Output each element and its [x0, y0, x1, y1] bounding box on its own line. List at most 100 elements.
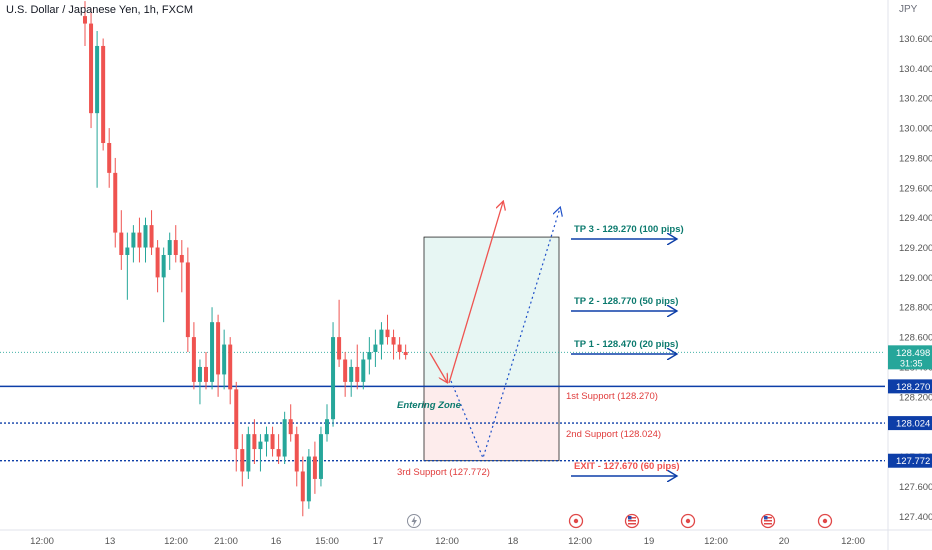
countdown-value: 31:35	[900, 358, 923, 368]
price-tick-label: 127.600	[899, 482, 932, 493]
candle	[95, 31, 100, 188]
candle	[385, 314, 390, 345]
price-tick-label: 130.400	[899, 64, 932, 75]
price-tick-label: 128.800	[899, 303, 932, 314]
candle-body	[397, 344, 402, 353]
candle-body	[312, 456, 317, 479]
time-tick-label: 12:00	[704, 536, 728, 547]
entry-arrow	[429, 352, 447, 382]
bullish-path-arrow	[448, 202, 503, 384]
level-tag-text: 128.270	[896, 382, 930, 393]
time-tick-label: 21:00	[214, 536, 238, 547]
candle	[137, 217, 142, 263]
candle	[246, 426, 251, 479]
candle	[167, 232, 172, 270]
current-price-tag-bg	[888, 345, 932, 370]
candle-body	[258, 441, 263, 450]
candle-body	[204, 366, 208, 382]
candle-body	[252, 434, 257, 450]
flag-canton	[628, 516, 632, 520]
candle	[379, 322, 384, 360]
candle-body	[361, 359, 366, 382]
candle	[216, 314, 221, 397]
flag-stripe	[628, 520, 636, 522]
flag-stripe	[628, 523, 636, 525]
price-tick-label: 129.400	[899, 213, 932, 224]
candle	[312, 441, 317, 494]
candle-body	[119, 232, 124, 255]
flag-stripe	[764, 520, 772, 522]
candle	[318, 426, 323, 487]
time-tick-label: 12:00	[164, 536, 188, 547]
candle	[191, 322, 196, 390]
candle-body	[294, 434, 299, 472]
level-price-tag-3: 127.772	[888, 453, 932, 468]
price-tick-label: 129.200	[899, 243, 932, 254]
candle-body	[95, 45, 100, 114]
candle	[149, 210, 154, 255]
event-dot	[685, 518, 691, 524]
price-tick-label: 129.000	[899, 273, 932, 284]
candle	[361, 352, 366, 390]
candle	[113, 157, 118, 248]
tp3-label: TP 3 - 129.270 (100 pips)	[574, 224, 684, 235]
candle	[331, 322, 336, 427]
target-zone	[423, 236, 560, 387]
candle	[258, 434, 263, 472]
candle	[119, 210, 124, 270]
candle	[276, 434, 281, 465]
us-flag-icon	[624, 513, 640, 529]
candle-body	[234, 389, 239, 450]
candle	[391, 329, 396, 360]
time-tick-label: 12:00	[568, 536, 592, 547]
candle	[197, 359, 202, 405]
price-tick-label: 130.000	[899, 124, 932, 135]
candle-body	[367, 352, 372, 360]
candle-body	[276, 449, 281, 457]
event-dot	[573, 518, 579, 524]
level-tag-bg	[888, 379, 932, 394]
time-tick-label: 12:00	[435, 536, 459, 547]
candle-body	[355, 366, 360, 382]
candle-body	[185, 262, 190, 338]
price-tick-label: 129.600	[899, 183, 932, 194]
candle-body	[270, 434, 275, 450]
candle	[228, 337, 233, 405]
economic-event-icon	[568, 513, 584, 529]
candle	[143, 217, 148, 263]
level-tag-text: 127.772	[896, 456, 930, 467]
candle	[403, 344, 408, 360]
candle	[337, 299, 342, 367]
candle	[343, 352, 348, 397]
candle	[240, 434, 245, 487]
candle	[349, 359, 354, 397]
candle-body	[222, 344, 227, 375]
candle-body	[131, 232, 136, 248]
candle-body	[385, 329, 390, 338]
level-price-tag-1: 128.270	[888, 379, 932, 394]
candle	[234, 381, 239, 472]
candle	[300, 456, 305, 517]
candle	[270, 426, 275, 457]
candle-body	[325, 419, 329, 435]
current-price-value: 128.498	[896, 348, 930, 359]
candle-body	[179, 254, 184, 263]
flag-stripe	[764, 523, 772, 525]
candle	[125, 232, 130, 300]
candle-body	[101, 45, 106, 144]
price-tick-label: 128.200	[899, 392, 932, 403]
level-price-tag-2: 128.024	[888, 416, 932, 431]
candle-body	[137, 232, 142, 248]
candle-body	[264, 434, 269, 442]
candle	[101, 38, 106, 151]
time-tick-label: 18	[508, 536, 519, 547]
flag-stripe	[628, 517, 636, 519]
lightning-icon-bolt	[411, 516, 417, 527]
price-tick-label: 128.600	[899, 333, 932, 344]
time-tick-label: 12:00	[841, 536, 865, 547]
candle-body	[318, 434, 323, 479]
candle-body	[107, 143, 112, 173]
candle-body	[282, 419, 287, 457]
